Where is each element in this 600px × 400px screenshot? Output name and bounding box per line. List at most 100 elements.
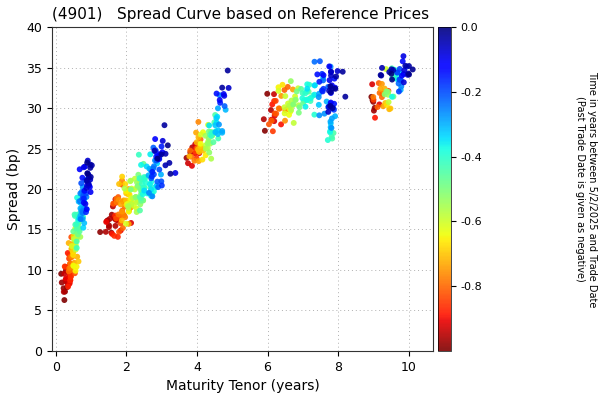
Point [326, 118, 335, 125]
Point [64, 278, 73, 284]
Point [103, 217, 112, 224]
Text: (4901)   Spread Curve based on Reference Prices: (4901) Spread Curve based on Reference P… [52, 7, 429, 22]
Point [65, 280, 74, 287]
Point [76, 200, 86, 206]
Point [208, 129, 217, 136]
Point [83, 177, 92, 184]
Point [101, 229, 110, 235]
Point [109, 233, 119, 239]
Point [204, 128, 214, 135]
Point [113, 214, 122, 220]
Point [126, 178, 136, 184]
Point [76, 206, 86, 212]
Point [213, 105, 223, 112]
Point [323, 84, 333, 90]
Point [213, 131, 223, 137]
Point [212, 120, 221, 126]
Point [208, 132, 217, 139]
Point [139, 161, 148, 167]
Point [271, 98, 281, 104]
Point [313, 71, 322, 78]
Point [296, 86, 306, 92]
Point [135, 194, 145, 200]
Point [326, 90, 335, 96]
Point [133, 184, 142, 190]
Point [131, 194, 140, 200]
Point [326, 101, 335, 107]
Point [83, 158, 92, 164]
Point [81, 190, 91, 197]
Point [187, 144, 197, 150]
Point [82, 194, 91, 200]
Point [330, 84, 340, 91]
Point [64, 281, 73, 288]
Point [274, 84, 283, 90]
Point [308, 92, 318, 99]
Point [116, 214, 126, 220]
Point [80, 188, 89, 194]
Point [280, 118, 290, 124]
Point [70, 270, 80, 276]
Point [56, 271, 66, 277]
Point [298, 90, 307, 96]
Point [124, 186, 133, 192]
Point [302, 88, 311, 94]
Point [127, 186, 136, 192]
Point [270, 112, 280, 119]
Point [211, 129, 220, 135]
Point [212, 90, 221, 97]
Point [386, 69, 395, 76]
Point [136, 195, 146, 201]
Point [205, 132, 215, 138]
X-axis label: Maturity Tenor (years): Maturity Tenor (years) [166, 379, 320, 393]
Point [140, 176, 149, 182]
Point [314, 90, 324, 97]
Point [269, 118, 279, 124]
Point [367, 94, 376, 100]
Point [289, 101, 298, 108]
Point [223, 67, 233, 74]
Point [146, 167, 156, 174]
Point [220, 93, 229, 99]
Point [109, 200, 119, 207]
Point [59, 297, 69, 303]
Point [205, 122, 214, 129]
Point [325, 128, 335, 134]
Point [156, 171, 166, 178]
Point [403, 72, 412, 78]
Point [283, 106, 292, 112]
Point [122, 201, 132, 207]
Point [61, 275, 71, 282]
Point [331, 73, 341, 80]
Point [84, 182, 94, 188]
Point [65, 277, 75, 284]
Point [280, 104, 289, 110]
Point [133, 183, 143, 189]
Point [283, 100, 293, 107]
Point [324, 104, 334, 110]
Point [65, 277, 75, 283]
Point [294, 102, 304, 108]
Point [373, 104, 382, 110]
Point [146, 175, 156, 182]
Point [82, 160, 92, 166]
Point [67, 234, 76, 240]
Point [286, 108, 295, 114]
Point [314, 102, 323, 108]
Point [114, 211, 124, 218]
Point [127, 200, 137, 206]
Point [145, 181, 155, 188]
Point [85, 161, 95, 168]
Point [130, 176, 140, 182]
Point [68, 228, 78, 235]
Point [121, 190, 131, 196]
Point [124, 208, 134, 215]
Point [396, 87, 406, 93]
Point [74, 216, 83, 222]
Point [322, 98, 331, 105]
Point [69, 236, 79, 242]
Point [370, 114, 380, 121]
Point [113, 234, 122, 240]
Point [398, 53, 408, 59]
Point [67, 245, 77, 251]
